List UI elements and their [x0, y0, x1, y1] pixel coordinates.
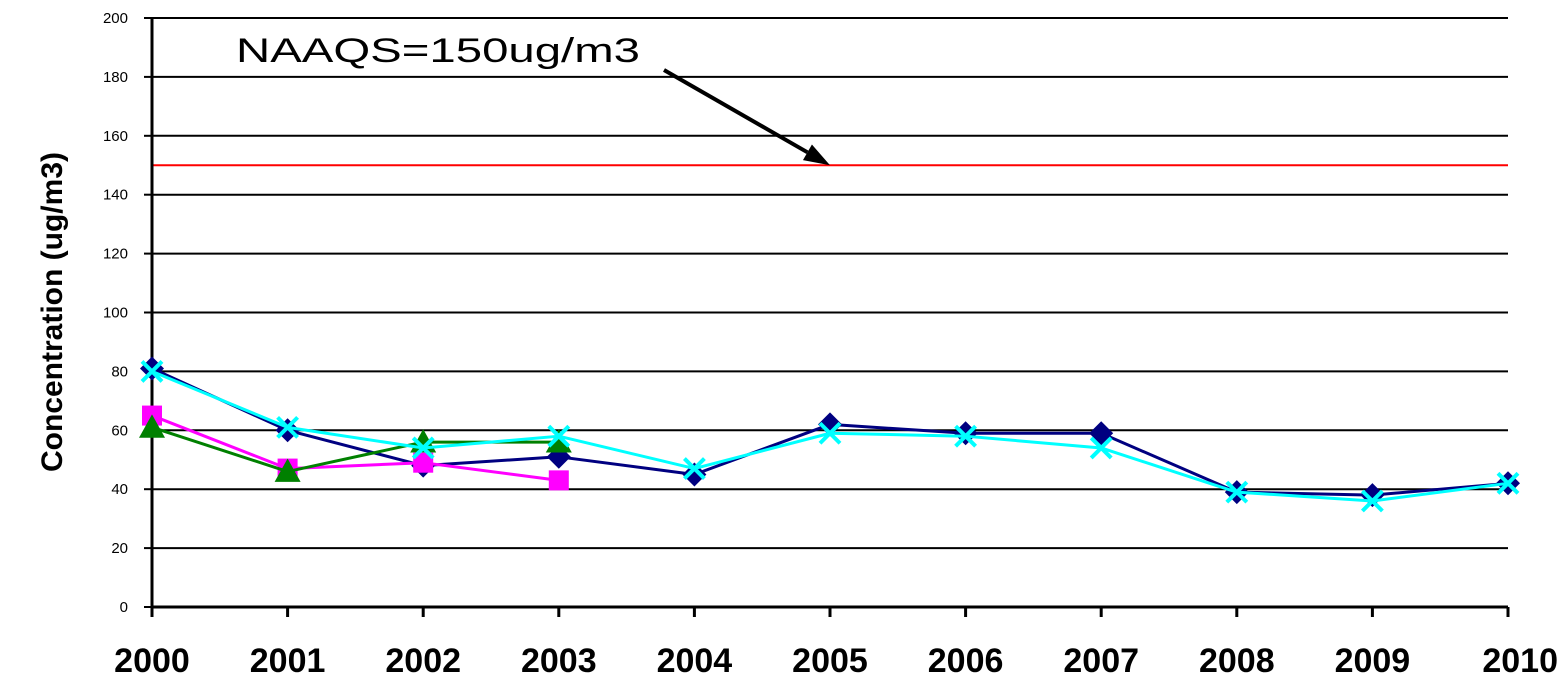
series-line-segment	[423, 434, 559, 450]
data-point-triangle	[545, 429, 572, 453]
y-tick-label: 60	[111, 422, 128, 439]
x-marker-stroke	[1360, 489, 1384, 513]
x-marker-stroke	[818, 421, 842, 445]
y-tick-label: 120	[103, 246, 128, 263]
naaqs-annotation-label: NAAQS=150ug/m3	[236, 32, 640, 70]
data-point-x	[818, 421, 842, 445]
y-tick-label: 180	[103, 69, 128, 86]
series-line-segment	[1100, 446, 1238, 494]
y-tick-label: 80	[111, 363, 128, 380]
x-marker-stroke	[140, 359, 164, 383]
data-point-x	[1496, 471, 1520, 495]
y-tick-label: 20	[111, 540, 128, 557]
x-marker-stroke	[547, 424, 571, 448]
series-line-segment	[1236, 490, 1373, 503]
series-line-segment	[151, 370, 289, 429]
series-x	[140, 359, 1520, 513]
data-point-x	[411, 436, 435, 460]
data-point-square	[548, 470, 569, 491]
series-line-segment	[965, 434, 1102, 450]
data-point-diamond	[275, 418, 300, 443]
data-point-x	[276, 415, 300, 439]
x-marker-stroke	[1225, 480, 1249, 504]
x-tick-label: 2003	[521, 642, 597, 680]
data-point-triangle	[139, 414, 165, 438]
y-axis-title: Concentration (ug/m3)	[36, 152, 69, 472]
series-line-segment	[1100, 431, 1238, 494]
series-line-segment	[151, 414, 289, 470]
x-tick-label: 2010	[1482, 642, 1558, 680]
x-tick-label: 2009	[1335, 642, 1411, 680]
x-tick-label: 2004	[657, 642, 733, 680]
series-line-segment	[287, 428, 424, 468]
axes: 0 20 40 60 80 100 120 140 160 180 200 2000 2001 2002 2…	[103, 10, 1558, 680]
x-tick-label: 2005	[792, 642, 868, 680]
x-marker-stroke	[682, 457, 706, 480]
y-tick-label: 160	[103, 128, 128, 145]
data-point-x	[1089, 436, 1113, 460]
x-tick-label: 2002	[385, 642, 461, 680]
annotation-arrow-shaft	[663, 68, 809, 155]
series-line-segment	[151, 425, 289, 473]
x-marker-stroke	[411, 436, 435, 460]
data-point-x	[1360, 489, 1384, 513]
series-line-segment	[694, 431, 831, 471]
data-point-diamond	[140, 356, 164, 381]
data-point-x	[1225, 480, 1249, 504]
data-point-x	[547, 424, 571, 448]
data-point-square	[413, 452, 434, 473]
data-point-x	[140, 359, 164, 383]
y-tick-label: 140	[103, 187, 128, 204]
annotation-layer: NAAQS=150ug/m3	[236, 32, 830, 166]
series-line-segment	[1372, 481, 1509, 503]
x-tick-label: 2007	[1063, 642, 1139, 680]
data-point-diamond	[953, 421, 978, 446]
y-tick-label: 0	[120, 599, 128, 616]
data-point-x	[682, 457, 706, 480]
series-line-segment	[558, 455, 695, 476]
x-tick-label: 2001	[250, 642, 326, 680]
x-marker-stroke	[1496, 471, 1520, 495]
x-tick-label: 2000	[114, 642, 190, 680]
series-line-segment	[287, 440, 424, 473]
series-line-segment	[423, 461, 559, 482]
x-tick-label: 2008	[1199, 642, 1275, 680]
y-tick-label: 40	[111, 481, 128, 498]
x-marker-stroke	[1089, 436, 1113, 460]
series-line-segment	[829, 431, 966, 438]
x-marker-stroke	[276, 415, 300, 439]
data-point-triangle	[274, 458, 301, 482]
series-line-segment	[558, 434, 695, 471]
y-tick-label: 200	[103, 10, 128, 27]
series-line-segment	[287, 425, 424, 450]
data-point-x	[954, 424, 978, 448]
gridlines	[152, 17, 1508, 550]
data-point-diamond	[818, 412, 842, 437]
y-tick-label: 100	[103, 305, 128, 322]
series-layer	[139, 356, 1520, 513]
series-line-segment	[829, 422, 966, 435]
x-marker-stroke	[954, 424, 978, 448]
x-tick-label: 2006	[928, 642, 1004, 680]
annotation-arrow-head	[802, 144, 830, 166]
